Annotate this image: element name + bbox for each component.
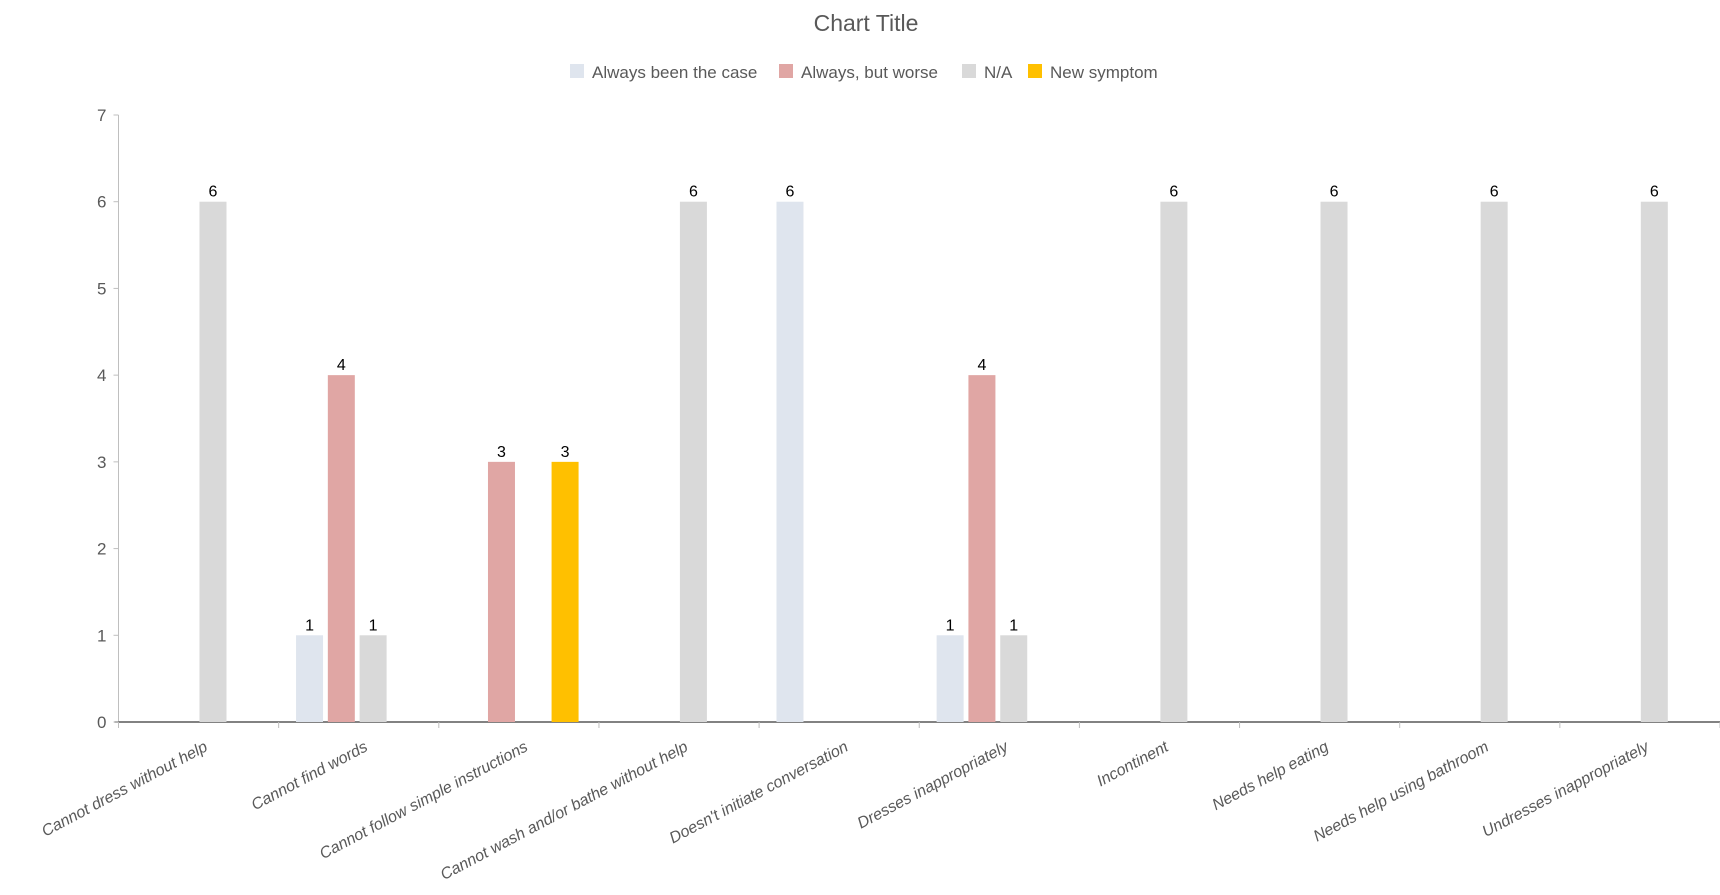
bar xyxy=(1640,201,1668,722)
legend-label: Always, but worse xyxy=(801,63,938,82)
category-label: Needs help eating xyxy=(1210,738,1332,814)
y-tick-label: 6 xyxy=(97,193,106,212)
data-label: 6 xyxy=(786,184,795,201)
data-labels: 1 6 1 4 3 4 6 1 6 1 6 6 6 6 3 xyxy=(209,184,1659,635)
legend-swatch xyxy=(779,64,793,78)
bar xyxy=(968,375,996,722)
data-label: 3 xyxy=(561,444,570,461)
legend-swatch xyxy=(962,64,976,78)
category-label: Doesn't initiate conversation xyxy=(667,738,851,847)
y-tick-label: 0 xyxy=(97,713,106,732)
bar xyxy=(776,201,804,722)
legend-swatch xyxy=(570,64,584,78)
data-label: 4 xyxy=(337,357,346,374)
y-tick-label: 3 xyxy=(97,453,106,472)
legend-swatch xyxy=(1028,64,1042,78)
data-label: 1 xyxy=(305,617,314,634)
data-label: 6 xyxy=(1490,184,1499,201)
category-label: Incontinent xyxy=(1094,738,1172,790)
category-label: Cannot wash and/or bathe without help xyxy=(438,738,691,883)
data-label: 6 xyxy=(1169,184,1178,201)
category-label: Cannot dress without help xyxy=(39,738,210,840)
data-label: 6 xyxy=(209,184,218,201)
y-tick-label: 7 xyxy=(97,106,106,125)
legend-label: Always been the case xyxy=(592,63,757,82)
bar xyxy=(199,201,227,722)
y-tick-label: 1 xyxy=(97,626,106,645)
bar xyxy=(1320,201,1348,722)
data-label: 1 xyxy=(946,617,955,634)
bar xyxy=(1000,635,1028,722)
category-label: Cannot find words xyxy=(249,739,371,815)
bar xyxy=(359,635,387,722)
y-tick-label: 2 xyxy=(97,540,106,559)
data-label: 3 xyxy=(497,444,506,461)
y-tick-label: 5 xyxy=(97,279,106,298)
data-label: 4 xyxy=(977,357,986,374)
chart-title: Chart Title xyxy=(814,10,919,36)
category-labels: Cannot dress without help Cannot find wor… xyxy=(39,738,1653,884)
bar xyxy=(1480,201,1508,722)
bar xyxy=(1160,201,1188,722)
legend-label: N/A xyxy=(984,63,1013,82)
bars xyxy=(199,201,1668,722)
bar xyxy=(551,461,579,722)
data-label: 6 xyxy=(1650,184,1659,201)
data-label: 1 xyxy=(369,617,378,634)
bar xyxy=(296,635,324,722)
category-label: Needs help using bathroom xyxy=(1311,739,1492,846)
y-tick-label: 4 xyxy=(97,366,106,385)
legend-label: New symptom xyxy=(1050,63,1158,82)
data-label: 6 xyxy=(689,184,698,201)
bar xyxy=(327,375,355,722)
bar xyxy=(679,201,707,722)
category-label: Undresses inappropriately xyxy=(1480,738,1653,841)
bar xyxy=(487,461,515,722)
data-label: 6 xyxy=(1330,184,1339,201)
data-label: 1 xyxy=(1009,617,1018,634)
bar xyxy=(936,635,964,722)
category-label: Dresses inappropriately xyxy=(855,738,1012,832)
legend: Always been the case Always, but worse N/A… xyxy=(570,63,1158,82)
